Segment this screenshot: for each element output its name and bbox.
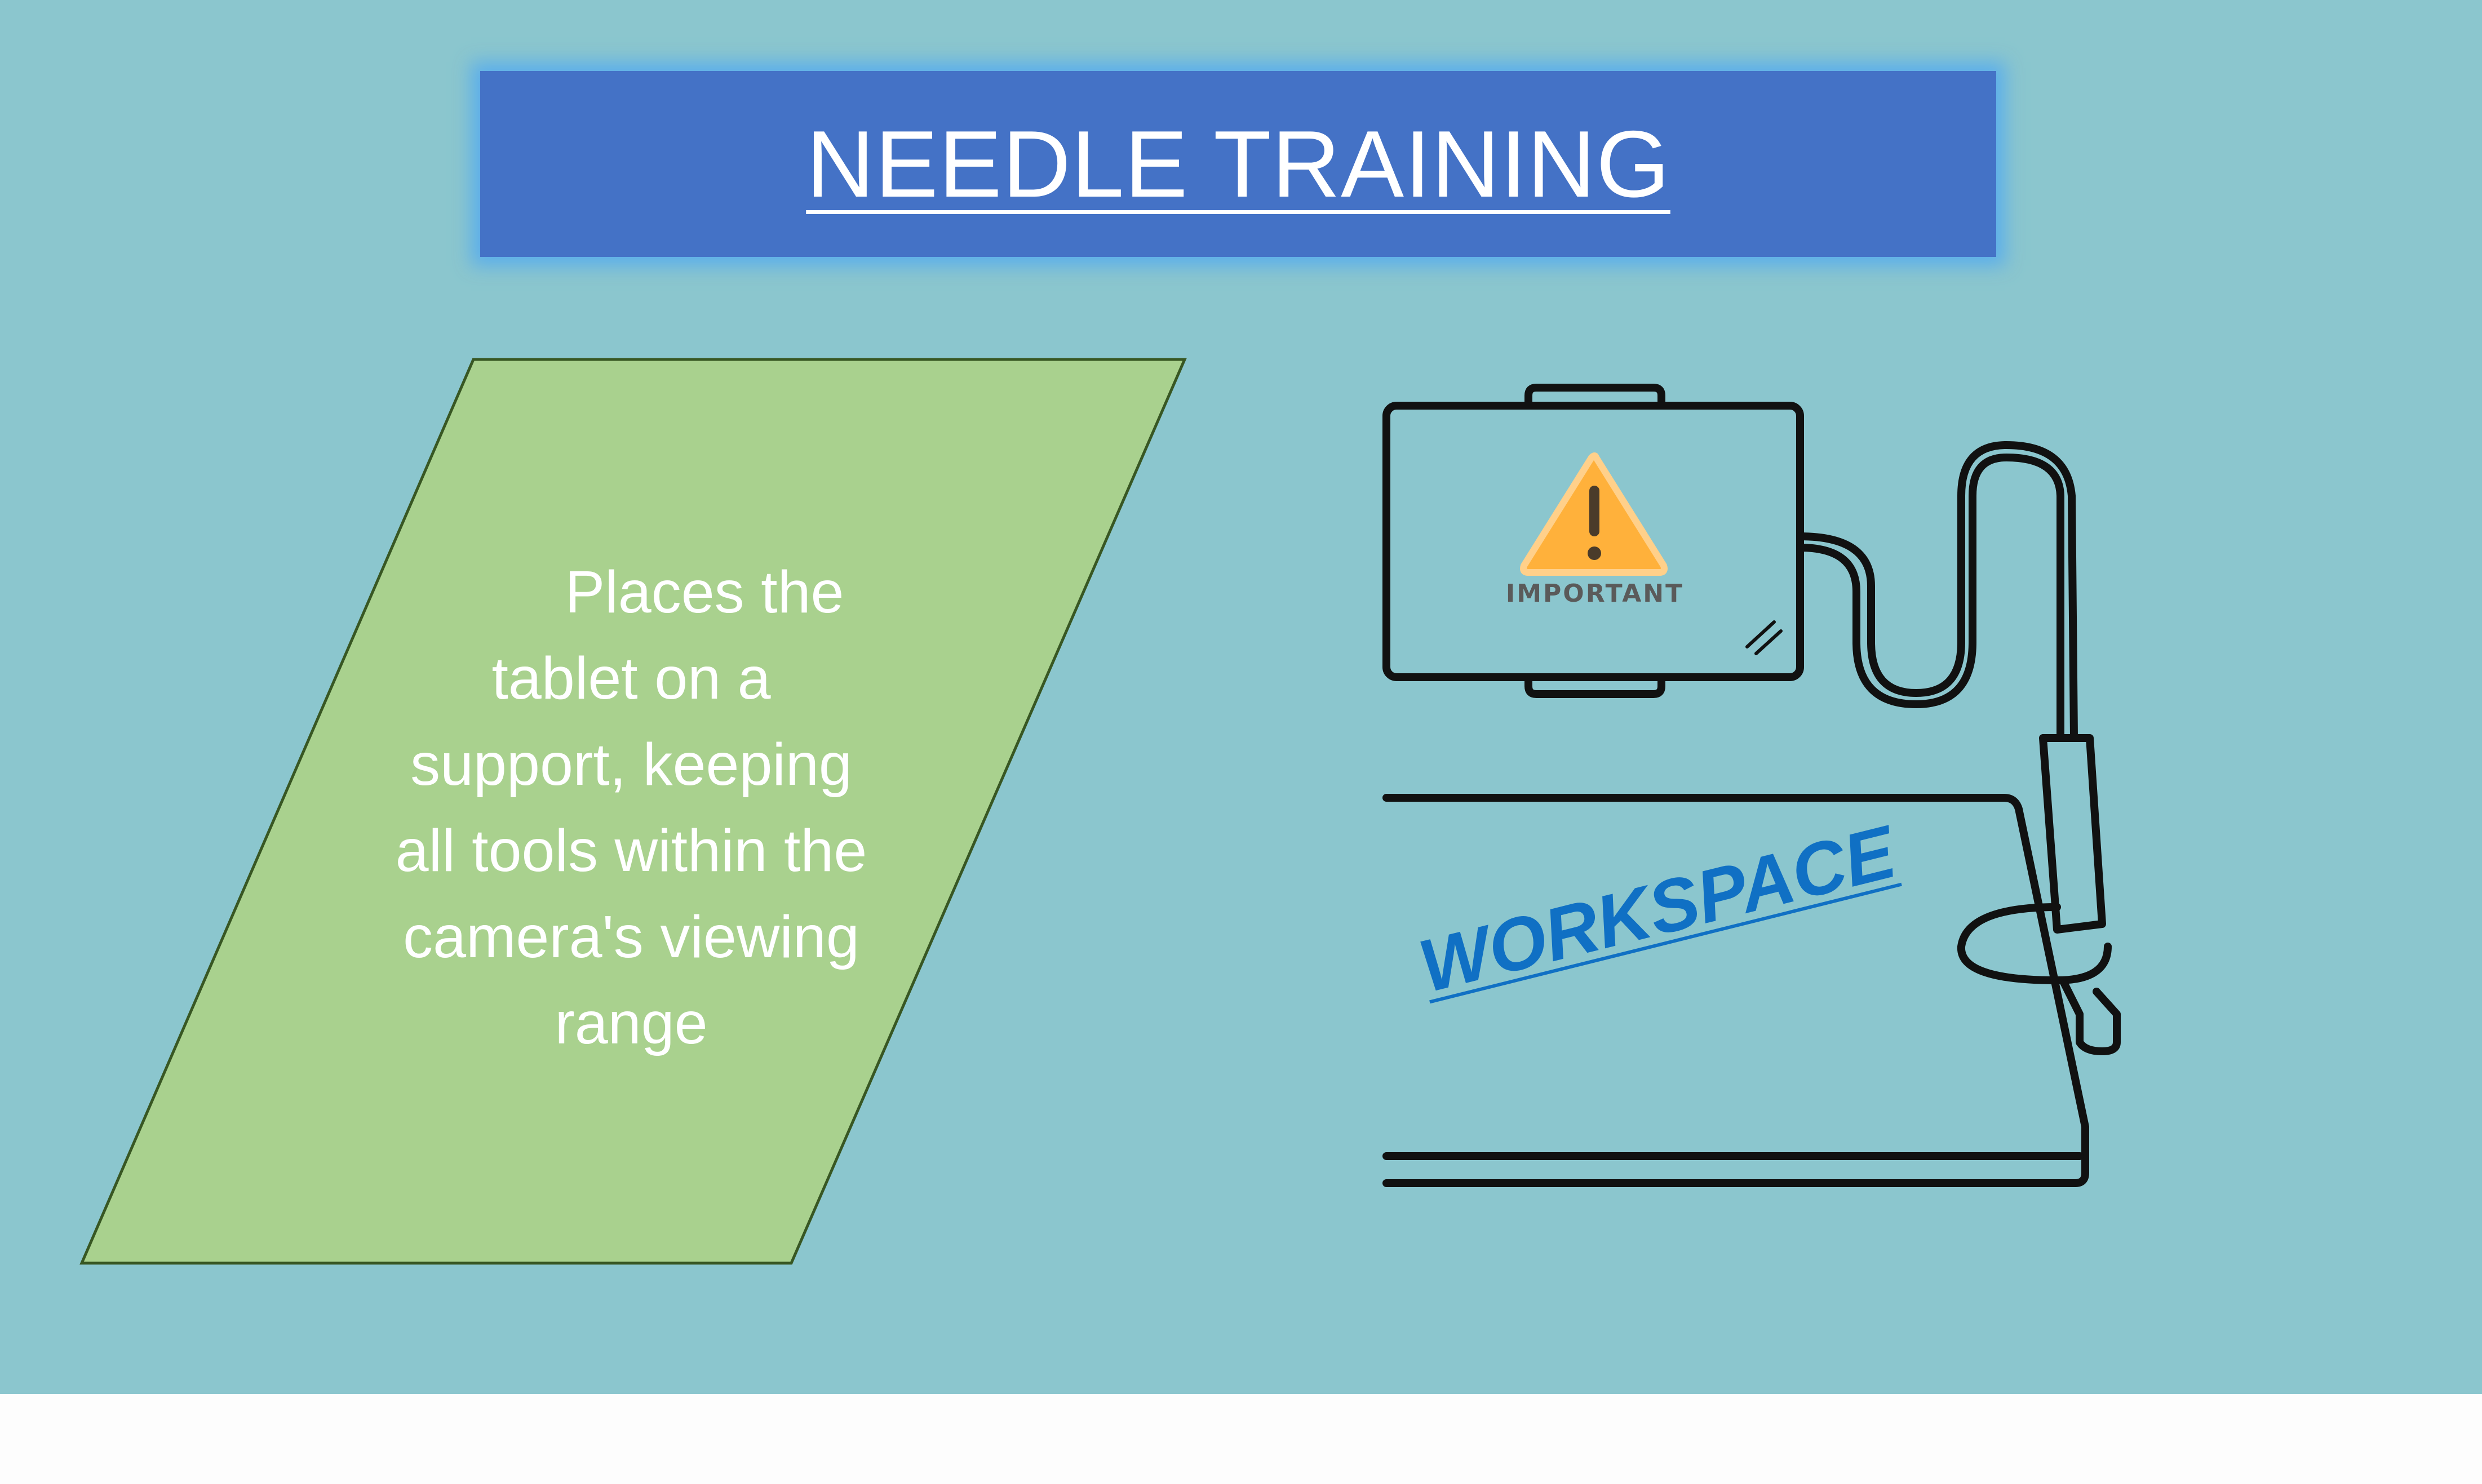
tablet-glare-mark: [1745, 620, 1776, 648]
instruction-line: camera's viewing: [403, 904, 859, 970]
tablet-holder-icon: [1382, 384, 2121, 1187]
warning-triangle-icon: [1520, 452, 1668, 576]
instruction-parallelogram: [79, 358, 1187, 1265]
table-edge: [1382, 794, 2089, 1187]
bottom-strip: [0, 1394, 2482, 1484]
clamp-loop: [1957, 903, 2112, 984]
page-title: NEEDLE TRAINING: [806, 110, 1670, 217]
gooseneck-arm-inner: [1796, 454, 2064, 742]
tablet-glare-mark: [1754, 629, 1783, 655]
slide-background: NEEDLE TRAINING: [0, 0, 2482, 1394]
clamp-screw: [2059, 976, 2121, 1055]
diagram-canvas: [79, 358, 2121, 1265]
instruction-text: Places the tablet on a support, keeping …: [338, 549, 924, 1067]
instruction-line: range: [555, 990, 708, 1056]
important-label: IMPORTANT: [1505, 579, 1685, 608]
gooseneck-arm-outer: [1796, 441, 2078, 742]
tablet-bottom-clip: [1524, 673, 1665, 698]
instruction-line: all tools within the: [395, 817, 867, 884]
title-banner: NEEDLE TRAINING: [480, 71, 1996, 257]
instruction-line: support, keeping: [410, 731, 852, 798]
instruction-line: Places the: [565, 559, 844, 625]
clamp-post: [2039, 734, 2106, 934]
tablet-top-clip: [1524, 384, 1665, 410]
tablet-body: [1382, 402, 1804, 681]
instruction-line: tablet on a: [491, 645, 771, 712]
